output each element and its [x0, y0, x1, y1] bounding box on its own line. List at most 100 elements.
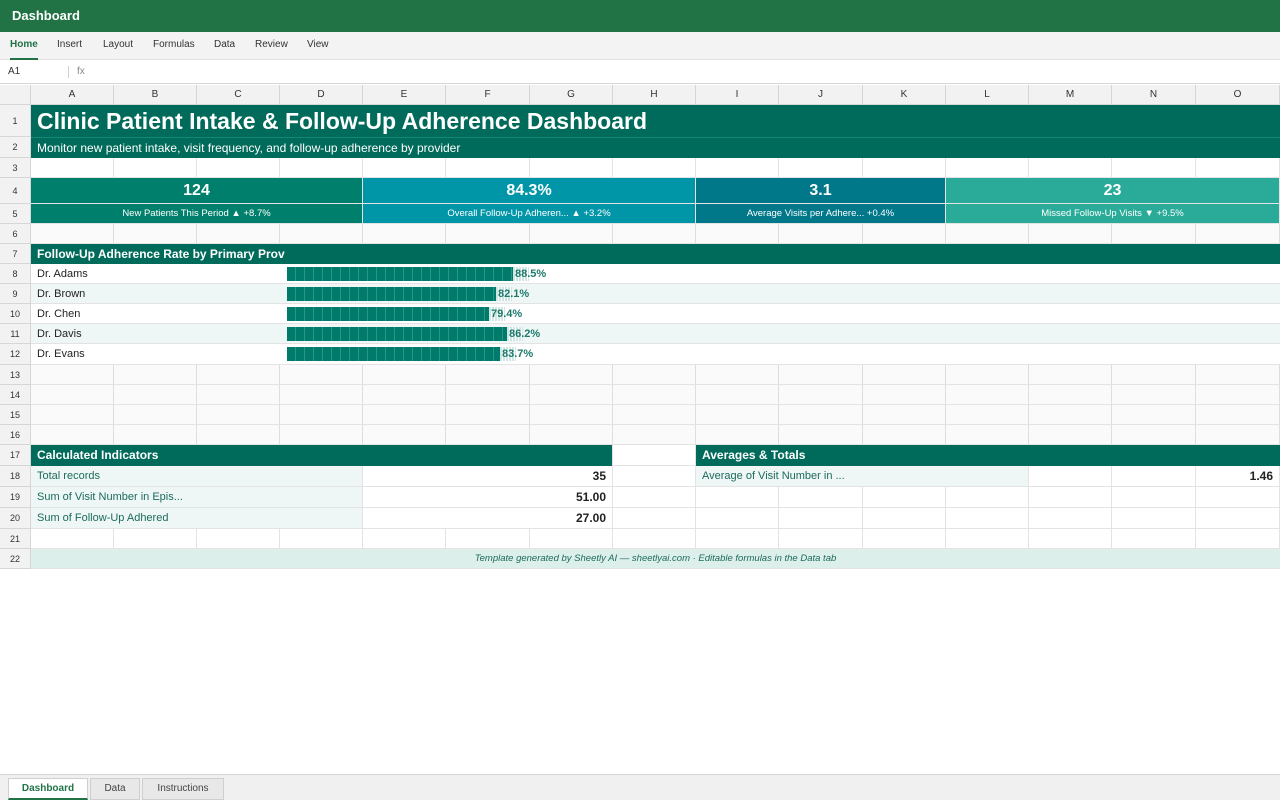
adherence-bar-remainder [496, 287, 512, 301]
sheet-tab-dashboard[interactable]: Dashboard [8, 778, 88, 800]
adherence-bar-fill [287, 347, 500, 361]
row-header[interactable]: 18 [0, 466, 31, 487]
row-header[interactable]: 12 [0, 344, 31, 365]
tab-view[interactable]: View [307, 39, 329, 50]
empty-row [31, 385, 1280, 404]
column-header[interactable]: L [946, 85, 1029, 105]
column-header[interactable]: B [114, 85, 197, 105]
sheet-tab-data[interactable]: Data [90, 778, 140, 800]
adherence-rate-label: 88.5% [515, 268, 547, 280]
row-header[interactable]: 11 [0, 324, 31, 344]
sheet-tab-instructions[interactable]: Instructions [142, 778, 224, 800]
indicator-label: Total records [37, 470, 100, 482]
tab-data[interactable]: Data [214, 39, 236, 50]
row-header[interactable]: 5 [0, 204, 31, 224]
column-header[interactable]: H [613, 85, 696, 105]
column-header[interactable]: I [696, 85, 779, 105]
column-header[interactable]: G [530, 85, 613, 105]
gridline [31, 465, 1280, 466]
empty-row [31, 224, 1280, 243]
tab-layout[interactable]: Layout [103, 39, 134, 50]
adherence-bar-fill [287, 307, 489, 321]
provider-name: Dr. Evans [37, 348, 85, 360]
column-header[interactable]: F [446, 85, 530, 105]
kpi-value: 23 [946, 178, 1279, 203]
indicator-value-cell [363, 508, 612, 528]
row-header[interactable]: 9 [0, 284, 31, 304]
fx-icon: fx [68, 66, 85, 78]
row-header[interactable]: 2 [0, 137, 31, 158]
column-header[interactable]: O [1196, 85, 1280, 105]
gridline [31, 424, 1280, 425]
adherence-bar [287, 307, 505, 321]
provider-name: Dr. Chen [37, 308, 81, 320]
row-header[interactable]: 4 [0, 178, 31, 204]
adherence-bar-fill [287, 267, 513, 281]
indicator-value: 27.00 [575, 511, 606, 525]
indicator-label-cell [31, 466, 362, 486]
row-header[interactable]: 3 [0, 158, 31, 178]
gridline [31, 404, 1280, 405]
adherence-bar [287, 327, 523, 341]
formula-bar: A1 fx [0, 60, 1280, 84]
row-header[interactable]: 15 [0, 405, 31, 425]
averages-totals-title: Averages & Totals [696, 445, 1280, 466]
empty-row [31, 365, 1280, 384]
template-footer: Template generated by Sheetly AI — sheet… [31, 549, 1280, 568]
kpi-value: 124 [31, 178, 362, 203]
gridline [31, 177, 1280, 178]
gridline [31, 528, 1280, 529]
column-header[interactable]: J [779, 85, 863, 105]
select-all-corner[interactable] [0, 85, 31, 105]
column-header[interactable]: N [1112, 85, 1196, 105]
row-header[interactable]: 8 [0, 264, 31, 284]
row-header[interactable]: 10 [0, 304, 31, 324]
gridline [31, 223, 1280, 224]
kpi-label: Overall Follow-Up Adheren... ▲ +3.2% [363, 204, 695, 223]
indicator-value-cell [363, 466, 612, 486]
row-header[interactable]: 19 [0, 487, 31, 508]
tab-insert[interactable]: Insert [57, 39, 83, 50]
empty-row [31, 425, 1280, 444]
provider-name: Dr. Adams [37, 268, 88, 280]
adherence-bar-remainder [507, 327, 523, 341]
row-header[interactable]: 6 [0, 224, 31, 244]
indicator-label-cell [31, 508, 362, 528]
row-header[interactable]: 16 [0, 425, 31, 445]
row-header[interactable]: 22 [0, 549, 31, 569]
row-header[interactable]: 17 [0, 445, 31, 466]
gridline [31, 203, 1280, 204]
column-header[interactable]: D [280, 85, 363, 105]
gridline [31, 364, 1280, 365]
column-header[interactable]: E [363, 85, 446, 105]
adherence-bar-remainder [489, 307, 505, 321]
indicator-label-cell [31, 487, 362, 507]
kpi-label: Missed Follow-Up Visits ▼ +9.5% [946, 204, 1279, 223]
adherence-bar-fill [287, 287, 496, 301]
tab-home[interactable]: Home [10, 32, 38, 60]
row-header[interactable]: 1 [0, 105, 31, 137]
spreadsheet-grid[interactable]: A B C D E F G H I J K L M N O 1 2 3 4 5 6 7 8 9 10 11 12 13 14 15 16 17… [0, 84, 1280, 574]
column-header[interactable]: A [31, 85, 114, 105]
row-header[interactable]: 14 [0, 385, 31, 405]
calculated-indicators-title: Calculated Indicators [31, 445, 612, 466]
row-header[interactable]: 21 [0, 529, 31, 549]
adherence-bar [287, 347, 516, 361]
column-header[interactable]: M [1029, 85, 1112, 105]
gridline [31, 507, 1280, 508]
indicator-label: Sum of Visit Number in Epis... [37, 491, 183, 503]
adherence-bar [287, 267, 529, 281]
tab-review[interactable]: Review [255, 39, 288, 50]
row-header[interactable]: 20 [0, 508, 31, 529]
provider-name: Dr. Davis [37, 328, 82, 340]
kpi-label: Average Visits per Adhere... +0.4% [696, 204, 945, 223]
row-header[interactable]: 13 [0, 365, 31, 385]
formula-input[interactable] [100, 60, 1270, 84]
indicator-value-cell [363, 487, 612, 507]
column-header[interactable]: K [863, 85, 946, 105]
row-header[interactable]: 7 [0, 244, 31, 264]
column-header[interactable]: C [197, 85, 280, 105]
name-box[interactable]: A1 [8, 66, 21, 77]
adherence-bar-remainder [500, 347, 516, 361]
tab-formulas[interactable]: Formulas [153, 39, 195, 50]
